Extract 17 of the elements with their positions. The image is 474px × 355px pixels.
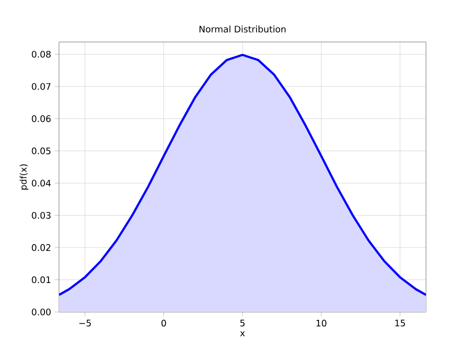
x-tick-label: 0 <box>161 320 166 327</box>
chart-title: Normal Distribution <box>200 26 286 32</box>
y-tick-label: 0.04 <box>32 180 51 187</box>
y-tick-label: 0.08 <box>32 50 51 58</box>
y-tick-label: 0.01 <box>32 276 50 284</box>
x-tick-label: 10 <box>316 320 326 327</box>
x-axis-title: x <box>240 331 245 336</box>
y-tick-label: 0.07 <box>32 83 50 90</box>
x-tick-label: 15 <box>395 320 405 326</box>
y-tick-label: 0.05 <box>32 148 50 154</box>
x-tick-label: −5 <box>79 320 91 326</box>
y-tick-label: 0.06 <box>32 115 51 122</box>
x-tick-label: 5 <box>240 320 245 326</box>
y-tick-label: 0.03 <box>32 212 51 219</box>
y-tick-label: 0.00 <box>32 308 51 316</box>
y-tick-label: 0.02 <box>32 244 50 251</box>
y-axis-title: pdf(x) <box>20 164 28 190</box>
